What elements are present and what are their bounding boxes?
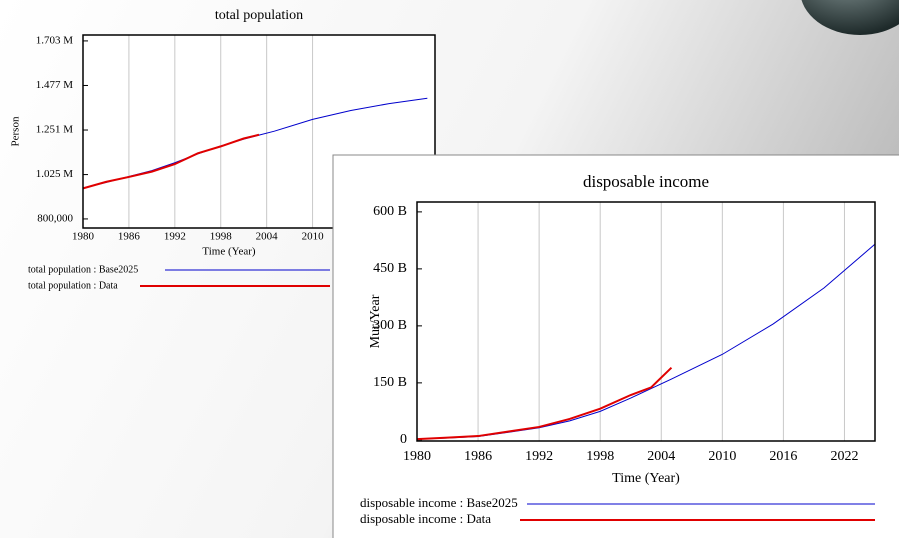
chart-title: total population xyxy=(215,8,303,23)
x-tick-label: 1986 xyxy=(464,449,492,464)
legend-label: total population : Data xyxy=(28,280,118,291)
x-tick-label: 1992 xyxy=(164,231,186,243)
x-tick-label: 2004 xyxy=(256,231,279,243)
chart-title: disposable income xyxy=(583,172,709,191)
plot-frame xyxy=(82,34,436,229)
x-tick-label: 2022 xyxy=(830,449,858,464)
x-tick-label: 1980 xyxy=(403,449,431,464)
y-tick-label: 1.251 M xyxy=(36,124,74,136)
y-tick-label: 150 B xyxy=(373,375,407,390)
y-tick-label: 300 B xyxy=(373,318,407,333)
legend-label: disposable income : Data xyxy=(360,511,491,526)
globe-decoration xyxy=(801,0,899,35)
x-tick-label: 1998 xyxy=(210,231,233,243)
x-tick-label: 1992 xyxy=(525,449,553,464)
y-tick-label: 450 B xyxy=(373,261,407,276)
y-tick-label: 1.477 M xyxy=(36,79,74,91)
y-tick-label: 1.025 M xyxy=(36,168,74,180)
population-chart: total population 1980 1986 1992 1998 2004 2010… xyxy=(10,8,436,291)
y-tick-label: 1.703 M xyxy=(36,34,74,46)
y-tick-label: 600 B xyxy=(373,204,407,219)
x-axis-label: Time (Year) xyxy=(202,246,256,258)
y-tick-label: 0 xyxy=(400,432,407,447)
series-line xyxy=(82,133,260,190)
legend-label: total population : Base2025 xyxy=(28,264,138,275)
income-chart: disposable income 1980 1986 1992 1998 2004 201… xyxy=(332,154,899,538)
series-line xyxy=(416,366,673,441)
x-tick-label: 2016 xyxy=(769,449,797,464)
x-tick-label: 1986 xyxy=(118,231,141,243)
x-axis-label: Time (Year) xyxy=(612,471,680,486)
y-axis-label: Person xyxy=(10,116,22,146)
legend-label: disposable income : Base2025 xyxy=(360,495,518,510)
x-tick-label: 2004 xyxy=(647,449,675,464)
x-tick-label: 2010 xyxy=(302,231,325,243)
y-axis-label: Mur/Year xyxy=(368,294,383,348)
x-tick-label: 2010 xyxy=(708,449,736,464)
y-tick-label: 800,000 xyxy=(37,212,73,224)
plot-frame xyxy=(416,201,876,442)
x-tick-label: 1998 xyxy=(586,449,614,464)
plot-area xyxy=(417,202,875,441)
x-tick-label: 1980 xyxy=(72,231,95,243)
